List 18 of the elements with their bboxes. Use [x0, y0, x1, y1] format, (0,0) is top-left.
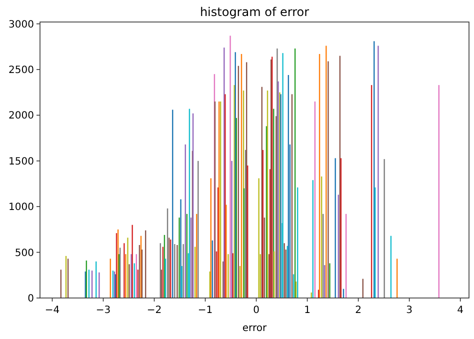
x-tick-label: 3: [406, 305, 413, 316]
x-tick-label: 0: [253, 305, 260, 316]
x-axis-title: error: [242, 323, 268, 334]
x-tick-label: −1: [198, 305, 213, 316]
x-tick-label: −3: [96, 305, 111, 316]
chart-title: histogram of error: [200, 5, 310, 19]
y-tick-label: 3000: [8, 19, 34, 30]
x-tick-label: −4: [44, 305, 60, 316]
y-tick-label: 500: [14, 248, 34, 259]
y-tick-label: 1500: [8, 156, 34, 168]
y-tick-label: 2000: [8, 110, 34, 122]
x-tick-label: 2: [355, 305, 362, 316]
x-tick-label: 4: [457, 305, 464, 316]
y-tick-label: 1000: [8, 202, 34, 214]
y-tick-label: 0: [28, 294, 34, 304]
x-tick-label: 1: [304, 305, 310, 316]
x-tick-label: −2: [146, 305, 162, 316]
y-tick-label: 2500: [8, 65, 34, 76]
